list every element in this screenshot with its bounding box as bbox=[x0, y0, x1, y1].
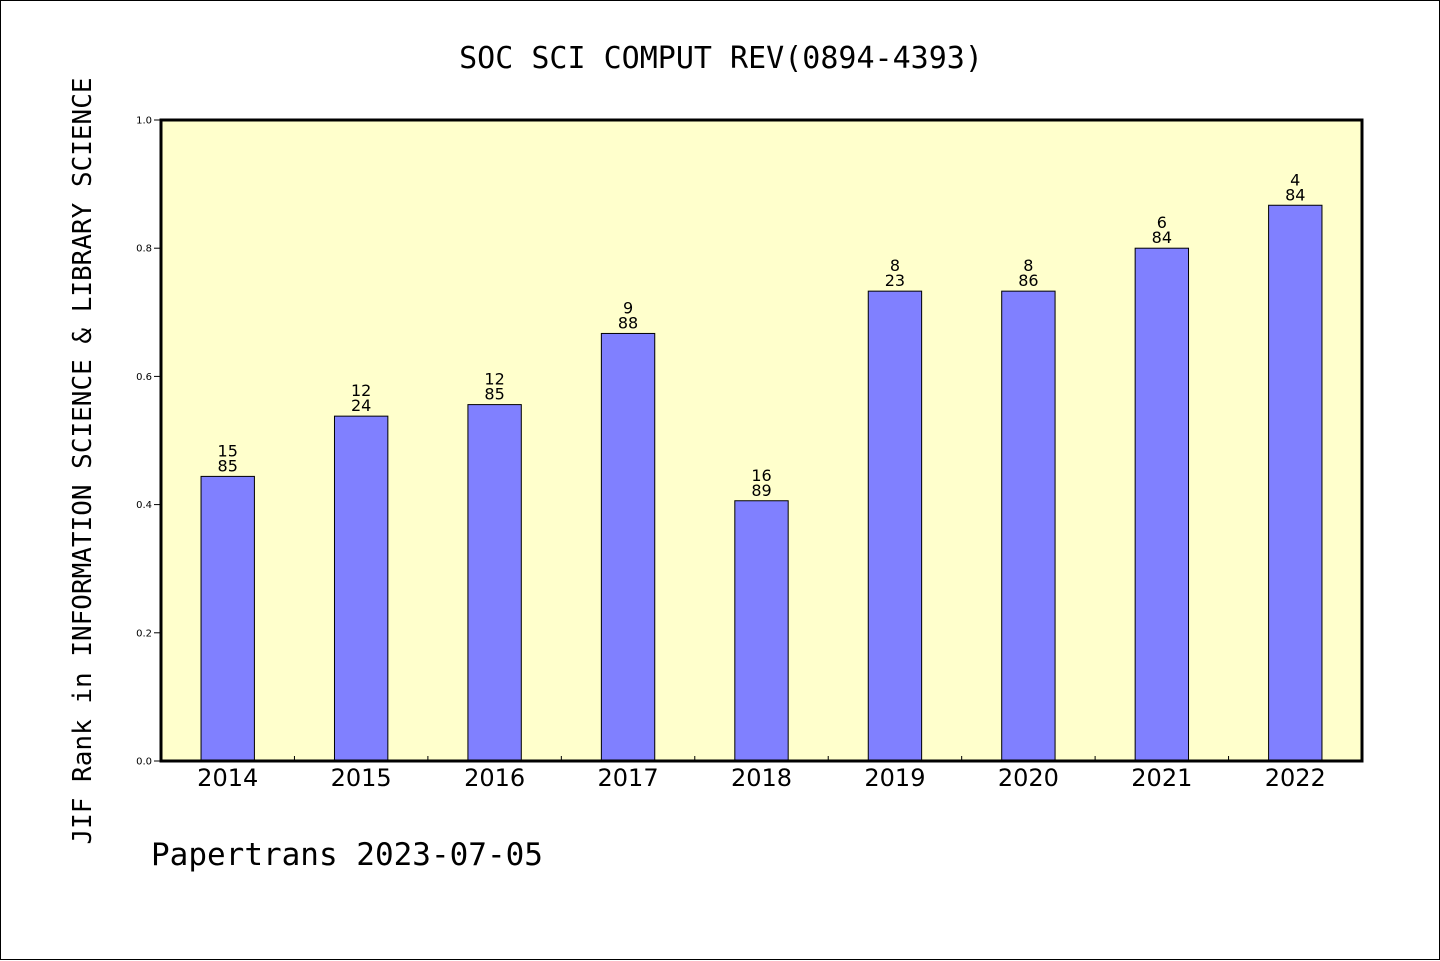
x-tick-label: 2021 bbox=[1131, 764, 1192, 792]
bar-2022 bbox=[1268, 204, 1323, 762]
bar-rank-bottom: 24 bbox=[351, 396, 371, 415]
chart-title: SOC SCI COMPUT REV(0894-4393) bbox=[459, 41, 983, 76]
bar-rank-top: 4 bbox=[1290, 170, 1300, 189]
bar-2014 bbox=[200, 475, 255, 762]
bar-rank-bottom: 89 bbox=[751, 481, 771, 500]
y-tick-label: 0.2 bbox=[136, 628, 152, 639]
bars-group bbox=[200, 204, 1323, 762]
bar-2018 bbox=[734, 500, 789, 762]
bar-2020 bbox=[1001, 290, 1056, 762]
x-tick-label: 2020 bbox=[998, 764, 1059, 792]
x-tick-label: 2015 bbox=[331, 764, 392, 792]
bar-2021 bbox=[1134, 247, 1190, 762]
bar-rank-bottom: 85 bbox=[218, 456, 238, 475]
y-axis-label: JIF Rank in INFORMATION SCIENCE & LIBRAR… bbox=[68, 77, 98, 844]
bar-rank-top: 15 bbox=[218, 441, 238, 460]
plot-border bbox=[159, 118, 1364, 763]
footer-credit: Papertrans 2023-07-05 bbox=[151, 837, 543, 873]
y-tick-label: 0.8 bbox=[136, 244, 152, 255]
bar-rank-top: 12 bbox=[351, 381, 371, 400]
x-tick-label: 2014 bbox=[197, 764, 258, 792]
bar-rank-top: 6 bbox=[1157, 213, 1167, 232]
y-tick-label: 0.6 bbox=[136, 372, 152, 383]
x-tick-label: 2017 bbox=[598, 764, 659, 792]
bar-2017 bbox=[600, 332, 656, 762]
bar-rank-top: 8 bbox=[1023, 256, 1033, 275]
bar-rank-bottom: 85 bbox=[484, 385, 504, 404]
y-tick-label: 0.0 bbox=[136, 757, 152, 768]
bar-rank-bottom: 84 bbox=[1152, 228, 1172, 247]
x-tick-label: 2022 bbox=[1265, 764, 1326, 792]
bar-rank-top: 16 bbox=[751, 466, 771, 485]
bar-2019 bbox=[867, 290, 923, 762]
bar-rank-bottom: 86 bbox=[1018, 271, 1038, 290]
x-tick-label: 2016 bbox=[464, 764, 525, 792]
y-axis-ticks: 0.0 0.2 0.4 0.6 0.8 1.0 bbox=[136, 116, 161, 768]
bar-2015 bbox=[333, 415, 389, 762]
x-tick-label: 2019 bbox=[864, 764, 925, 792]
y-tick-label: 0.4 bbox=[136, 500, 152, 511]
bar-rank-bottom: 84 bbox=[1285, 185, 1305, 204]
bar-rank-bottom: 23 bbox=[885, 271, 905, 290]
bar-rank-bottom: 88 bbox=[618, 313, 638, 332]
x-axis-ticks: 2014 2015 2016 2017 2018 2019 2020 2021 2022 bbox=[197, 756, 1326, 792]
bar-rank-top: 8 bbox=[890, 256, 900, 275]
x-tick-label: 2018 bbox=[731, 764, 792, 792]
bar-2016 bbox=[467, 404, 522, 762]
bar-rank-top: 12 bbox=[484, 370, 504, 389]
bar-rank-top: 9 bbox=[623, 298, 633, 317]
y-tick-label: 1.0 bbox=[136, 116, 152, 127]
